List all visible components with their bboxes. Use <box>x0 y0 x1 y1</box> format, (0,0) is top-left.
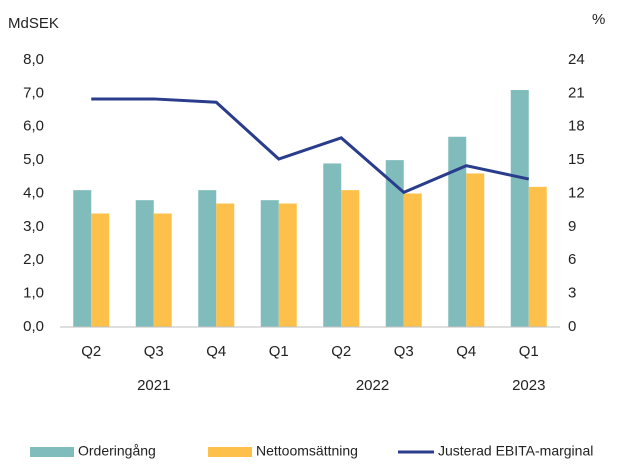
line <box>91 97 530 195</box>
y-tick-label: 7,0 <box>23 84 44 101</box>
bar <box>198 190 217 327</box>
x-tick-label: Q3 <box>144 343 164 360</box>
bar <box>510 90 529 327</box>
y-tick-label: 2,0 <box>23 251 44 268</box>
y-tick-label: 0,0 <box>23 318 44 335</box>
legend-label: Nettoomsättning <box>256 443 358 459</box>
group-label: 2021 <box>137 377 170 394</box>
bar <box>341 190 360 327</box>
y-tick-label: 8,0 <box>23 51 44 68</box>
y2-tick-label: 18 <box>568 118 585 135</box>
y-tick-label: 5,0 <box>23 151 44 168</box>
x-tick-label: Q1 <box>519 343 539 360</box>
bar <box>153 213 172 327</box>
y-tick-label: 4,0 <box>23 184 44 201</box>
bar <box>135 200 154 327</box>
legend-label: Justerad EBITA-marginal <box>438 443 593 459</box>
group-label: 2022 <box>356 377 389 394</box>
x-tick-label: Q3 <box>394 343 414 360</box>
bar <box>466 173 485 327</box>
x-tick-label: Q4 <box>456 343 476 360</box>
y2-tick-label: 15 <box>568 151 585 168</box>
bar <box>385 160 404 327</box>
bar <box>528 186 547 327</box>
bar <box>216 203 235 327</box>
y2-tick-label: 9 <box>568 218 576 235</box>
y-tick-label: 6,0 <box>23 118 44 135</box>
x-tick-label: Q4 <box>206 343 226 360</box>
y2-tick-label: 12 <box>568 184 585 201</box>
legend-label: Orderingång <box>78 443 156 459</box>
x-tick-label: Q1 <box>269 343 289 360</box>
group-label: 2023 <box>512 377 545 394</box>
y2-tick-label: 0 <box>568 318 576 335</box>
legend-swatch <box>30 447 74 457</box>
legend-swatch <box>208 447 252 457</box>
bar <box>260 200 279 327</box>
y2-axis-label: % <box>592 11 605 28</box>
y-tick-label: 3,0 <box>23 218 44 235</box>
bar <box>73 190 92 327</box>
y-axis-label: MdSEK <box>8 15 59 32</box>
bar <box>91 213 110 327</box>
y2-tick-label: 6 <box>568 251 576 268</box>
x-tick-label: Q2 <box>81 343 101 360</box>
bar <box>278 203 297 327</box>
bar <box>403 193 422 327</box>
y-tick-label: 1,0 <box>23 285 44 302</box>
y2-tick-label: 21 <box>568 84 585 101</box>
x-tick-label: Q2 <box>331 343 351 360</box>
bar <box>323 163 342 327</box>
y2-tick-label: 24 <box>568 51 585 68</box>
y2-tick-label: 3 <box>568 285 576 302</box>
bar <box>448 136 467 327</box>
